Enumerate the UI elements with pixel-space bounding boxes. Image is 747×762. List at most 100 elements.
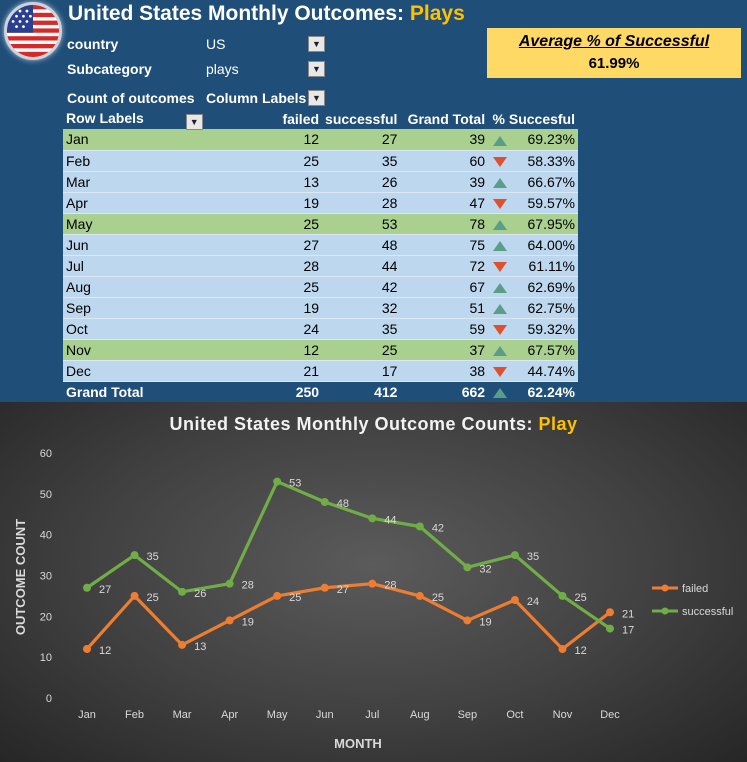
pivot-body: Jan 12 27 39 69.23% Feb 25 35 60 58.33% Mar 13 26 39 6… [63,129,578,382]
trend-up-icon [493,282,508,293]
data-point-successful [415,522,424,531]
header-row-labels-text: Row Labels [66,109,144,126]
row-successful: 25 [322,339,401,361]
row-month: Aug [63,276,206,298]
trend-up-icon [493,219,508,230]
row-pct: 59.32% [512,318,578,340]
row-successful: 17 [322,360,401,382]
data-point-successful [83,583,91,592]
average-success-card: Average % of Successful 61.99% [487,28,741,78]
data-label-failed: 13 [194,641,206,653]
row-month: Feb [63,150,206,172]
data-label-successful: 35 [147,551,159,563]
y-tick-label: 40 [40,530,52,542]
x-tick-label: May [267,709,288,721]
data-label-successful: 27 [99,584,111,596]
row-trend [488,339,513,361]
table-row: Sep 19 32 51 62.75% [63,297,578,319]
data-point-failed [368,579,377,588]
row-pct: 61.11% [512,255,578,277]
chart-title: United States Monthly Outcome Counts: Pl… [0,414,747,435]
data-label-failed: 19 [479,616,491,628]
row-failed: 24 [205,318,323,340]
data-point-failed [415,591,424,600]
row-total: 60 [400,150,489,172]
row-total: 37 [400,339,489,361]
y-tick-label: 60 [40,448,52,460]
row-labels-dropdown-icon[interactable]: ▼ [185,113,203,130]
trend-down-icon [493,261,508,272]
row-pct: 58.33% [512,150,578,172]
data-label-successful: 48 [337,498,349,510]
row-total: 59 [400,318,489,340]
row-trend [488,234,513,256]
row-total: 51 [400,297,489,319]
header-pct-successful: % Succesful [492,110,575,127]
row-pct: 67.57% [512,339,578,361]
x-tick-label: Feb [125,709,144,721]
data-point-failed [510,596,519,604]
header-failed: failed [282,110,320,127]
data-label-successful: 25 [574,592,586,604]
legend-marker-failed [661,584,669,592]
data-point-successful [463,563,472,572]
data-point-successful [510,551,519,560]
row-month: Apr [63,192,206,214]
legend-label-failed: failed [682,583,708,595]
row-failed: 25 [205,150,323,172]
row-successful: 28 [322,192,401,214]
row-total: 39 [400,129,489,151]
row-successful: 44 [322,255,401,277]
row-successful: 48 [322,234,401,256]
row-failed: 25 [205,213,323,235]
filter-dropdown-icon[interactable]: ▼ [308,36,325,52]
chart-plot: 0 10 20 30 40 50 60 Jan Feb Mar Apr May Jun Jul Aug Sep… [13,448,733,751]
row-failed: 25 [205,276,323,298]
line-chart: United States Monthly Outcome Counts: Pl… [0,402,747,762]
row-failed: 12 [205,129,323,151]
trend-up-icon [493,135,508,146]
row-successful: 35 [322,150,401,172]
data-point-failed [320,583,329,592]
page-title-highlight: Plays [409,2,465,25]
row-failed: 13 [205,171,323,193]
x-tick-label: Aug [410,709,430,721]
data-point-successful [130,551,139,560]
data-label-successful: 17 [622,625,634,637]
trend-up-icon [493,240,508,251]
trend-down-icon [493,324,508,335]
x-tick-label: Apr [221,709,238,721]
grand-total-trend [488,380,513,402]
legend-marker-successful [661,607,669,615]
series-line-successful [85,479,612,631]
filter-dropdown-icon[interactable]: ▼ [308,61,325,77]
row-failed: 12 [205,339,323,361]
row-month: Sep [63,297,206,319]
table-row: Jul 28 44 72 61.11% [63,255,578,277]
table-row: Aug 25 42 67 62.69% [63,276,578,298]
grand-total-label: Grand Total [63,380,206,402]
pivot-table: Row Labels ▼ failed successful Grand Tot… [63,108,578,402]
trend-down-icon [493,366,508,377]
grand-total-failed: 250 [205,380,323,402]
y-tick-label: 30 [40,571,52,583]
row-total: 39 [400,171,489,193]
pivot-dashboard: United States Monthly Outcomes: Plays co… [4,2,741,402]
page-title: United States Monthly Outcomes: Plays [68,2,465,26]
row-pct: 64.00% [512,234,578,256]
data-point-successful [558,591,567,600]
y-tick-label: 0 [46,693,52,705]
column-labels-dropdown-icon[interactable]: ▼ [308,90,325,106]
header-successful: successful [325,110,398,127]
row-month: Oct [63,318,206,340]
row-month: Dec [63,360,206,382]
data-label-failed: 25 [147,592,159,604]
data-point-successful [273,477,282,486]
table-row: Apr 19 28 47 59.57% [63,192,578,214]
row-trend [488,192,513,214]
row-total: 67 [400,276,489,298]
data-label-failed: 19 [242,616,254,628]
data-point-failed [558,645,567,653]
header-row-labels: Row Labels ▼ [63,108,206,130]
data-label-failed: 27 [337,584,349,596]
